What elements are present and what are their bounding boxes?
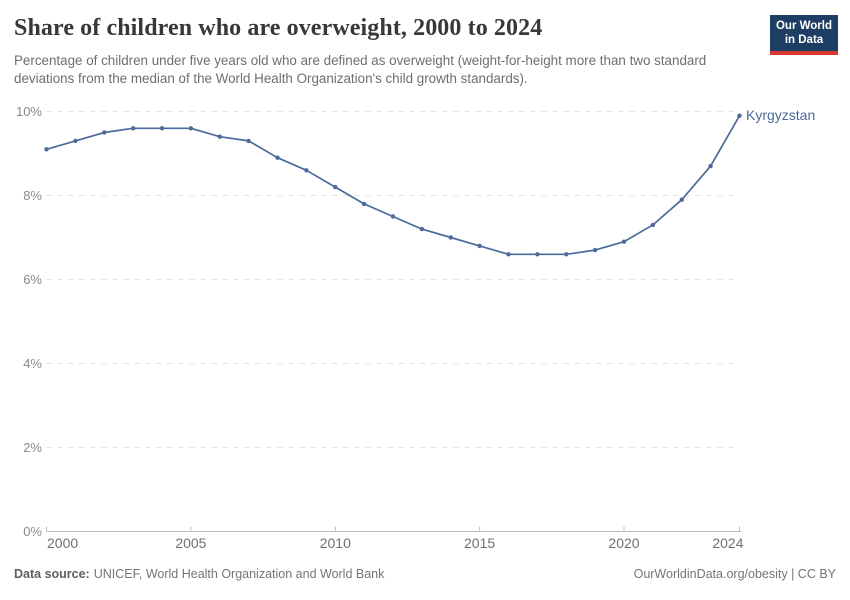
data-source-label: Data source: xyxy=(14,567,90,581)
data-point[interactable] xyxy=(737,113,742,118)
data-point[interactable] xyxy=(44,147,49,152)
owid-logo-accent-bar xyxy=(770,51,838,55)
y-tick-label: 0% xyxy=(23,524,42,539)
owid-logo-line2: in Data xyxy=(784,33,824,46)
data-point[interactable] xyxy=(679,197,684,202)
y-tick-label: 10% xyxy=(16,104,42,119)
data-point[interactable] xyxy=(477,243,482,249)
x-tick-label: 2015 xyxy=(464,535,495,551)
y-tick-label: 4% xyxy=(23,356,42,371)
data-point[interactable] xyxy=(188,126,194,131)
chart-subtitle: Percentage of children under five years … xyxy=(14,53,707,86)
owid-logo-line1: Our World xyxy=(775,20,832,32)
data-point[interactable] xyxy=(102,130,107,135)
data-point[interactable] xyxy=(275,155,280,160)
x-tick-label: 2010 xyxy=(320,535,351,551)
data-point[interactable] xyxy=(448,235,453,240)
data-point[interactable] xyxy=(564,252,569,257)
data-point[interactable] xyxy=(535,252,540,257)
series-line-kyrgyzstan[interactable] xyxy=(45,114,741,256)
x-tick-label: 2024 xyxy=(712,535,743,551)
data-point[interactable] xyxy=(159,126,165,131)
series-label[interactable]: Kyrgyzstan xyxy=(746,107,815,123)
data-point[interactable] xyxy=(333,184,338,190)
data-point[interactable] xyxy=(304,168,309,173)
y-tick-label: 6% xyxy=(23,272,42,287)
data-point[interactable] xyxy=(419,226,425,232)
attribution-link[interactable]: OurWorldinData.org/obesity | CC BY xyxy=(633,567,836,581)
data-point[interactable] xyxy=(361,201,367,207)
chart-footer: Data source: UNICEF, World Health Organiz… xyxy=(14,566,836,582)
data-source-value: UNICEF, World Health Organization and Wo… xyxy=(93,567,385,581)
chart-title: Share of children who are overweight, 20… xyxy=(14,15,543,41)
data-source-note: Data source: UNICEF, World Health Organiz… xyxy=(14,566,384,582)
data-point[interactable] xyxy=(621,239,627,244)
data-point[interactable] xyxy=(506,252,511,257)
owid-logo-text: Our World in Data xyxy=(770,15,838,51)
y-tick-label: 2% xyxy=(23,440,42,455)
data-point[interactable] xyxy=(390,214,396,219)
y-tick-label: 8% xyxy=(23,188,42,203)
data-point[interactable] xyxy=(130,126,136,131)
x-tick-label: 2005 xyxy=(175,535,206,551)
data-point[interactable] xyxy=(592,247,598,253)
x-tick-label: 2000 xyxy=(47,535,78,551)
data-point[interactable] xyxy=(650,222,656,228)
data-point[interactable] xyxy=(246,138,251,144)
data-point[interactable] xyxy=(708,163,713,169)
owid-logo[interactable]: Our World in Data xyxy=(770,15,838,55)
data-point[interactable] xyxy=(217,134,222,139)
x-tick-label: 2020 xyxy=(608,535,639,551)
data-point[interactable] xyxy=(73,138,78,144)
